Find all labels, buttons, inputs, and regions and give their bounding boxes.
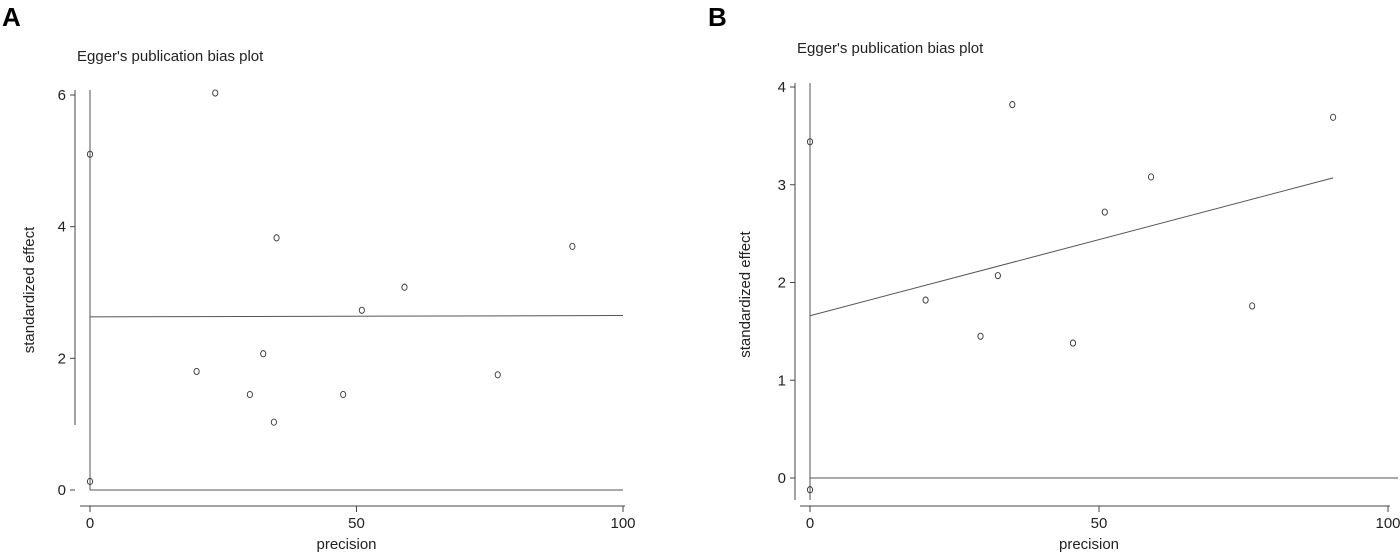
- y-tick-label: 6: [58, 87, 66, 104]
- data-point: [977, 332, 984, 340]
- data-point: [246, 390, 253, 399]
- data-point: [806, 138, 814, 146]
- data-point: [358, 306, 365, 314]
- data-point: [1101, 208, 1108, 216]
- y-tick-label: 4: [58, 219, 66, 236]
- y-axis-label: standardized effect: [737, 230, 754, 357]
- data-point: [494, 371, 501, 379]
- data-point: [569, 242, 576, 250]
- fit-line: [809, 177, 1334, 317]
- x-axis-label: precision: [1059, 536, 1119, 553]
- data-point: [1147, 173, 1155, 181]
- x-axis-label: precision: [316, 536, 376, 553]
- x-tick-label: 50: [348, 515, 365, 532]
- data-point: [1330, 113, 1337, 121]
- data-point: [270, 418, 277, 426]
- x-tick-label: 0: [86, 515, 94, 532]
- data-point: [806, 486, 814, 494]
- data-point: [401, 283, 408, 291]
- y-tick-label: 2: [778, 275, 786, 292]
- data-point: [340, 390, 347, 399]
- y-axis-label: standardized effect: [21, 226, 38, 353]
- x-tick-label: 100: [1375, 515, 1400, 532]
- x-tick-label: 50: [1091, 515, 1108, 532]
- data-point: [193, 367, 200, 376]
- x-tick-label: 0: [806, 515, 814, 532]
- data-point: [273, 234, 280, 242]
- data-point: [1069, 339, 1077, 347]
- y-tick-label: 2: [58, 350, 66, 367]
- x-tick-label: 100: [610, 515, 635, 532]
- panel-b: B Egger's publication bias plot 0 1 2 3 4 0 50 10…: [708, 2, 1400, 553]
- data-point: [1249, 302, 1256, 310]
- plot-title: Egger's publication bias plot: [797, 40, 984, 57]
- data-point: [86, 477, 94, 485]
- data-point: [86, 150, 94, 158]
- panel-a: A Egger's publication bias plot 0 2 4 6 0 50 100…: [2, 2, 636, 553]
- y-tick-label: 3: [778, 177, 786, 194]
- data-point: [922, 296, 929, 304]
- y-tick-label: 0: [58, 482, 66, 499]
- plot-title: Egger's publication bias plot: [77, 48, 264, 65]
- fit-line: [89, 315, 624, 318]
- y-tick-label: 0: [778, 470, 786, 487]
- panel-letter: B: [708, 2, 727, 32]
- data-point: [260, 350, 267, 358]
- data-point: [212, 89, 219, 97]
- data-point: [994, 272, 1001, 280]
- data-point: [1009, 101, 1016, 109]
- panel-letter: A: [2, 2, 21, 32]
- y-tick-label: 4: [778, 79, 786, 96]
- y-tick-label: 1: [778, 372, 786, 389]
